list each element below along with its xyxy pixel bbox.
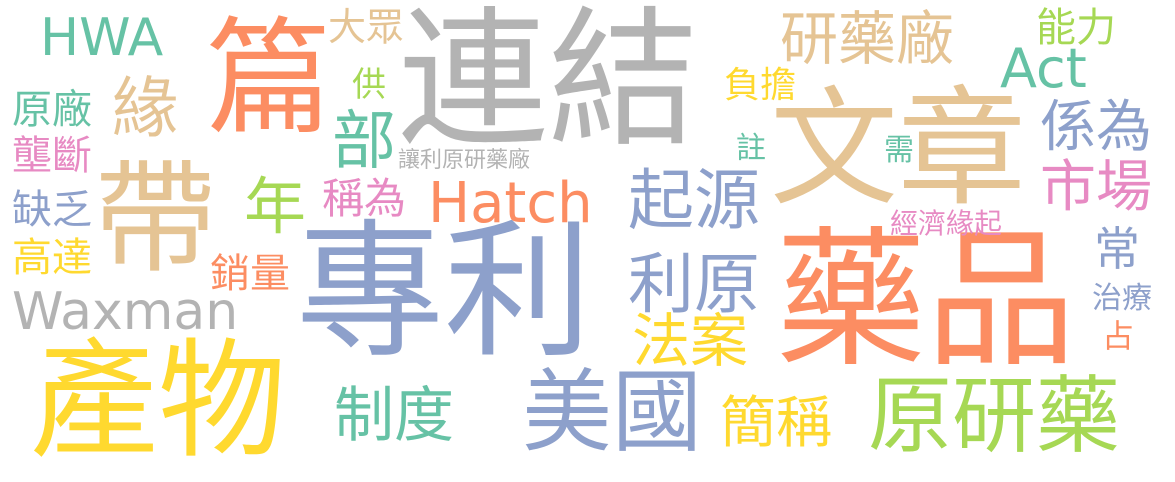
word-meiguo: 美國 (522, 360, 702, 465)
word-chang: 常 (1094, 222, 1140, 276)
word-chengwei: 稱為 (322, 174, 407, 223)
word-wenzhang: 文章 (770, 75, 1027, 224)
word-zhu: 註 (736, 131, 766, 166)
word-nengli: 能力 (1036, 5, 1116, 51)
word-yuanyanyao: 原研藥 (868, 367, 1121, 465)
word-zhiliao: 治療 (1092, 281, 1152, 316)
word-qiyuan: 起源 (628, 162, 760, 239)
word-nian: 年 (244, 170, 307, 243)
word-yanyaochang: 研藥廠 (780, 5, 955, 73)
word-dai: 帶 (94, 148, 216, 290)
word-hatch: Hatch (428, 171, 593, 236)
word-act: Act (1000, 37, 1087, 100)
word-zhan: 占 (1102, 317, 1135, 355)
word-yuan-fate: 緣 (112, 70, 178, 147)
word-zhuanli: 專利 (296, 206, 592, 378)
word-quefa: 缺乏 (12, 187, 92, 233)
word-xiwei: 係為 (1040, 95, 1152, 160)
word-gong: 供 (352, 65, 386, 105)
word-jiancheng: 簡稱 (720, 391, 832, 456)
word-dazhong: 大眾 (328, 5, 405, 49)
word-bu: 部 (332, 105, 396, 179)
word-rangliyuanyanyaochang: 讓利原研藥廠 (398, 148, 531, 173)
word-yuanchang: 原廠 (12, 87, 92, 133)
word-xu: 需 (884, 133, 914, 168)
word-gaoda: 高達 (12, 235, 92, 281)
word-zhidu: 制度 (334, 381, 454, 451)
word-lianjie: 連結 (398, 0, 699, 168)
word-xiaoliang: 銷量 (210, 251, 290, 297)
word-pian: 篇 (206, 5, 332, 152)
word-jingjiyuanqi: 經濟緣起 (890, 207, 1003, 240)
word-faan: 法案 (632, 307, 749, 375)
word-hwa: HWA (40, 8, 164, 68)
word-longduan: 壟斷 (12, 133, 92, 179)
word-liyuan: 利原 (628, 246, 760, 323)
word-waxman: Waxman (12, 282, 239, 342)
word-shichang: 市場 (1040, 155, 1152, 220)
word-yaopin: 藥品 (776, 214, 1077, 388)
word-fudan: 負擔 (724, 65, 797, 106)
word-chanwu: 產物 (30, 327, 287, 476)
